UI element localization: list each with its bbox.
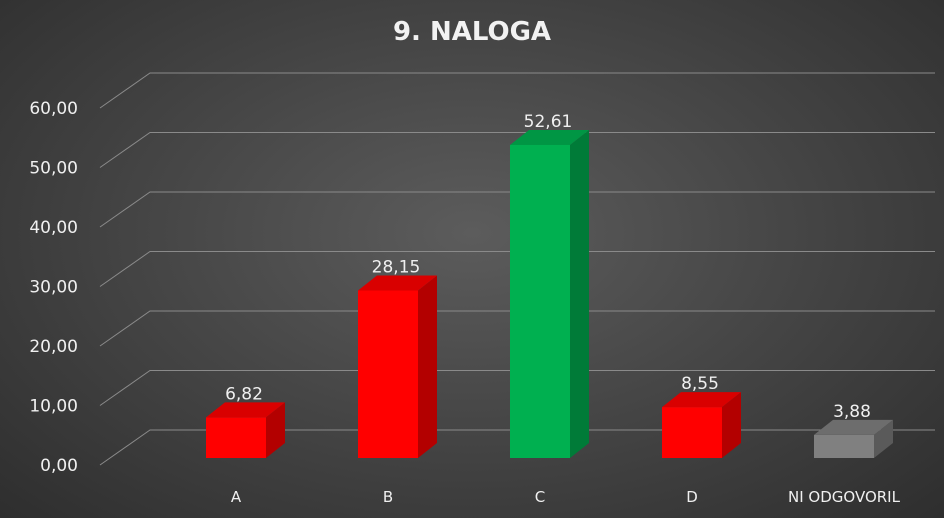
data-label: 8,55 — [681, 374, 719, 394]
y-tick-label: 60,00 — [29, 99, 78, 119]
data-label: 52,61 — [524, 112, 573, 132]
bar-top — [662, 392, 741, 408]
bar-front — [662, 407, 722, 458]
gridline — [99, 191, 935, 228]
y-axis-ticks: 0,00 10,00 20,00 30,00 40,00 50,00 60,00 — [29, 99, 78, 476]
bar-ni-odgovoril — [814, 419, 893, 458]
bar-side — [266, 402, 285, 458]
bar-front — [814, 434, 874, 458]
category-label: A — [231, 488, 242, 506]
category-label: D — [686, 488, 698, 506]
bar-side — [722, 392, 741, 458]
bar-top — [206, 402, 285, 418]
gridline — [99, 310, 935, 347]
bar-front — [510, 144, 570, 458]
data-label: 6,82 — [225, 384, 263, 404]
y-tick-label: 0,00 — [40, 456, 78, 476]
gridlines — [99, 72, 935, 466]
gridline — [99, 370, 935, 406]
bar-c — [510, 129, 589, 458]
bar-side — [418, 275, 437, 458]
category-label: NI ODGOVORIL — [788, 488, 901, 506]
bar-top — [510, 129, 589, 145]
y-tick-label: 40,00 — [29, 218, 78, 238]
data-labels: 6,82 28,15 52,61 8,55 3,88 — [225, 112, 871, 422]
gridline — [99, 72, 935, 109]
x-axis-categories: A B C D NI ODGOVORIL — [231, 488, 901, 506]
category-label: C — [535, 488, 545, 506]
category-label: B — [383, 488, 393, 506]
y-tick-label: 50,00 — [29, 159, 78, 179]
bar-front — [206, 417, 266, 458]
y-tick-label: 10,00 — [29, 397, 78, 417]
bar-a — [206, 402, 285, 458]
gridline — [99, 132, 935, 168]
bar-top — [358, 275, 437, 291]
bars — [206, 129, 893, 458]
bar-front — [358, 290, 418, 458]
bar-d — [662, 392, 741, 458]
data-label: 28,15 — [372, 258, 421, 278]
bar-side — [570, 129, 589, 458]
y-tick-label: 20,00 — [29, 337, 78, 357]
bar-side — [874, 419, 893, 458]
data-label: 3,88 — [833, 402, 871, 422]
y-tick-label: 30,00 — [29, 278, 78, 298]
chart-title: 9. NALOGA — [393, 17, 551, 47]
bar-b — [358, 275, 437, 458]
gridline — [99, 251, 935, 287]
bar-top — [814, 419, 893, 435]
